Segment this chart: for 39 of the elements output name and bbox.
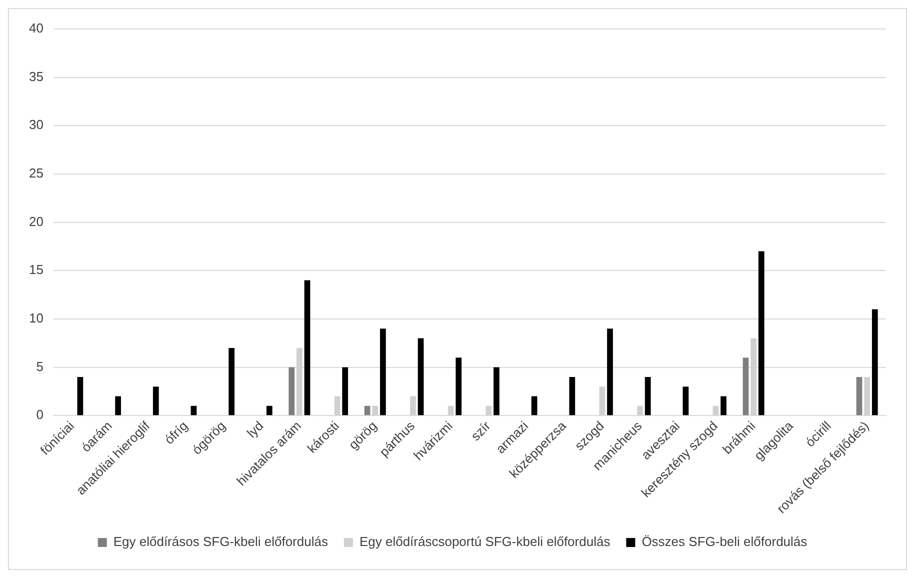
bar	[569, 376, 576, 416]
bar	[190, 406, 197, 416]
y-tick-label: 25	[28, 166, 44, 181]
y-tick-label: 35	[28, 68, 44, 84]
bar	[742, 358, 749, 416]
y-tick-label: 40	[28, 20, 44, 36]
bar	[856, 376, 862, 416]
bar	[304, 280, 310, 416]
bar	[364, 406, 370, 416]
bar	[77, 376, 84, 416]
bar	[607, 328, 613, 416]
legend-label: Egy elődíráscsoportú SFG-kbeli előfordulás	[359, 534, 611, 550]
bar	[682, 386, 689, 416]
y-tick-label: 10	[28, 310, 44, 326]
x-tick-label: lyd	[244, 418, 266, 441]
bar	[418, 338, 424, 416]
x-tick-label: szír	[468, 418, 494, 444]
bar	[266, 406, 272, 416]
bar	[720, 396, 726, 416]
y-tick-label: 15	[28, 262, 44, 278]
x-tick-label: ófríg	[162, 418, 191, 448]
bar	[494, 367, 500, 416]
bar	[115, 396, 121, 416]
y-tick-label: 0	[36, 407, 44, 422]
y-tick-label: 30	[28, 117, 44, 132]
y-tick-label: 20	[28, 214, 44, 229]
bar	[152, 386, 159, 416]
bar	[342, 367, 348, 416]
bar	[644, 376, 651, 416]
bar	[228, 348, 235, 416]
legend-label: Összes SFG-beli előfordulás	[642, 534, 808, 550]
y-tick-label: 5	[36, 358, 44, 374]
bar	[456, 358, 462, 416]
bar	[872, 309, 878, 416]
bar	[288, 367, 295, 416]
bar	[380, 328, 386, 416]
bar	[758, 251, 764, 416]
legend-label: Egy elődírásos SFG-kbeli előfordulás	[113, 534, 328, 550]
bar	[531, 396, 538, 416]
